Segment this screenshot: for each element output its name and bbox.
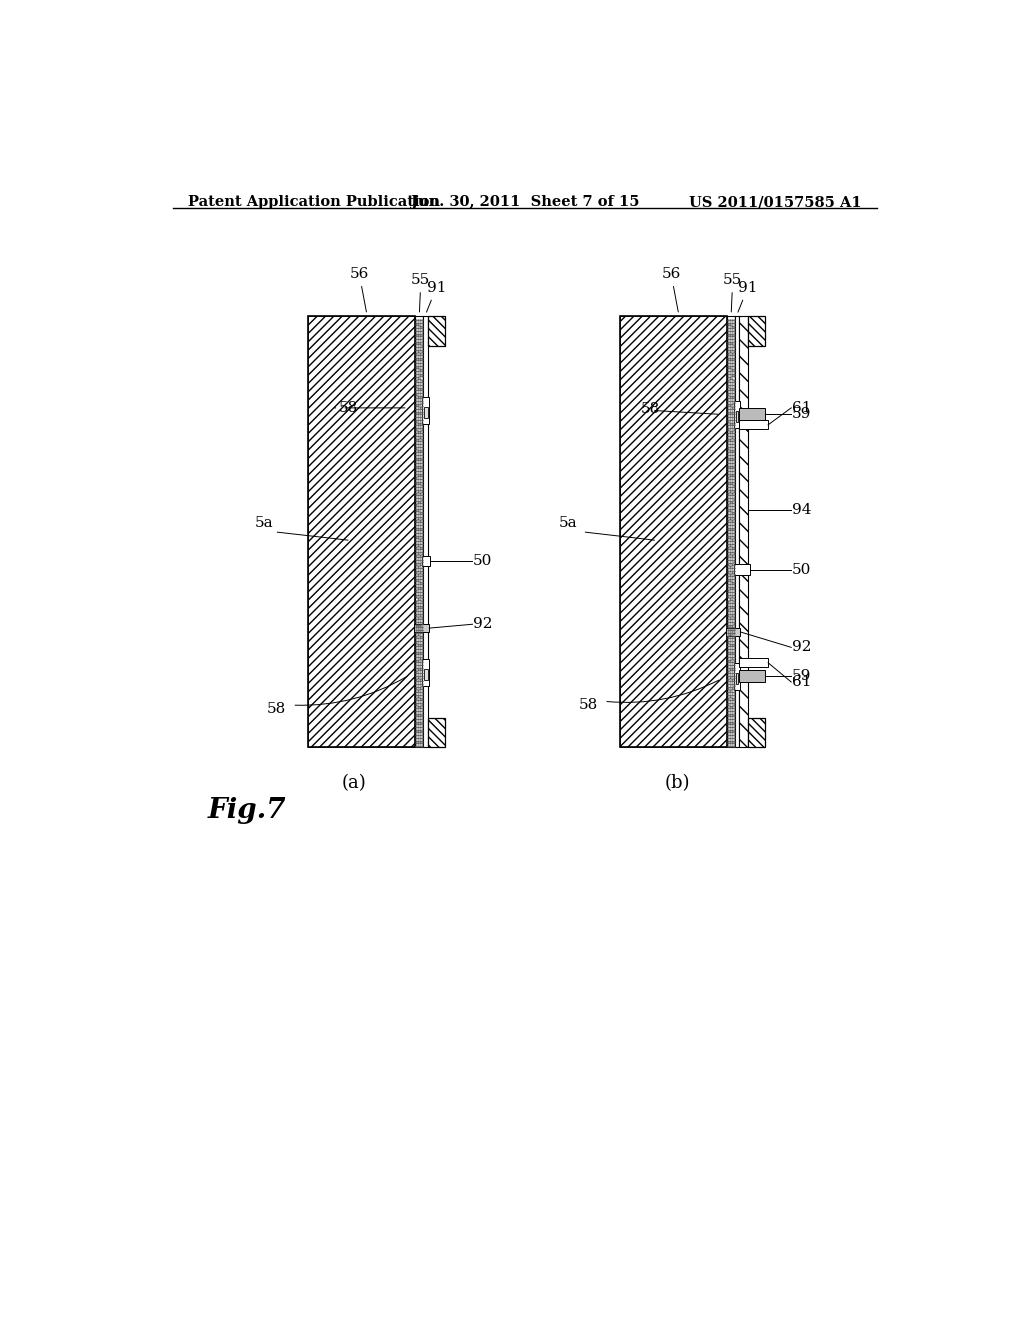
Bar: [428, 317, 444, 346]
Bar: [739, 408, 765, 420]
Bar: [739, 317, 749, 747]
Text: 59: 59: [792, 407, 811, 421]
Bar: [749, 317, 765, 346]
Bar: [424, 669, 428, 680]
Bar: [414, 624, 429, 632]
Bar: [735, 317, 739, 747]
Bar: [416, 317, 423, 747]
Bar: [422, 659, 429, 686]
Bar: [739, 420, 768, 429]
Bar: [726, 628, 740, 636]
Text: 91: 91: [738, 281, 758, 312]
Text: 5a: 5a: [558, 516, 578, 531]
Bar: [727, 317, 735, 747]
Text: 94: 94: [792, 503, 811, 517]
Text: 92: 92: [473, 618, 493, 631]
Text: Jun. 30, 2011  Sheet 7 of 15: Jun. 30, 2011 Sheet 7 of 15: [411, 195, 639, 210]
Text: Patent Application Publication: Patent Application Publication: [188, 195, 440, 210]
Text: Fig.7: Fig.7: [208, 797, 286, 825]
Text: (a): (a): [341, 775, 367, 792]
Text: 58: 58: [267, 702, 286, 715]
Text: 58: 58: [335, 401, 357, 414]
Bar: [734, 401, 739, 428]
Text: 55: 55: [412, 273, 430, 312]
Bar: [424, 407, 428, 418]
Bar: [428, 718, 444, 747]
Text: 58: 58: [579, 698, 598, 711]
Bar: [734, 564, 751, 576]
Bar: [422, 397, 429, 424]
Text: 58: 58: [641, 403, 660, 416]
Text: US 2011/0157585 A1: US 2011/0157585 A1: [689, 195, 862, 210]
Bar: [423, 317, 428, 747]
Bar: [620, 317, 727, 747]
Bar: [422, 556, 430, 566]
Bar: [307, 317, 416, 747]
Text: 91: 91: [427, 281, 446, 312]
Bar: [620, 317, 727, 747]
Text: 61: 61: [792, 675, 811, 689]
Text: 59: 59: [792, 669, 811, 682]
Bar: [749, 317, 765, 346]
Bar: [749, 718, 765, 747]
Bar: [734, 663, 739, 689]
Bar: [739, 669, 765, 682]
Bar: [428, 718, 444, 747]
Bar: [428, 317, 444, 346]
Text: 56: 56: [662, 267, 681, 312]
Bar: [307, 317, 416, 747]
Text: 50: 50: [792, 562, 811, 577]
Bar: [739, 659, 768, 668]
Text: 56: 56: [349, 267, 369, 312]
Text: (b): (b): [665, 775, 690, 792]
Bar: [739, 317, 749, 747]
Text: 50: 50: [473, 554, 493, 568]
Bar: [736, 411, 738, 422]
Text: 5a: 5a: [254, 516, 273, 531]
Text: 92: 92: [792, 640, 811, 655]
Bar: [749, 718, 765, 747]
Bar: [736, 673, 738, 684]
Text: 61: 61: [792, 401, 811, 414]
Text: 55: 55: [723, 273, 742, 312]
